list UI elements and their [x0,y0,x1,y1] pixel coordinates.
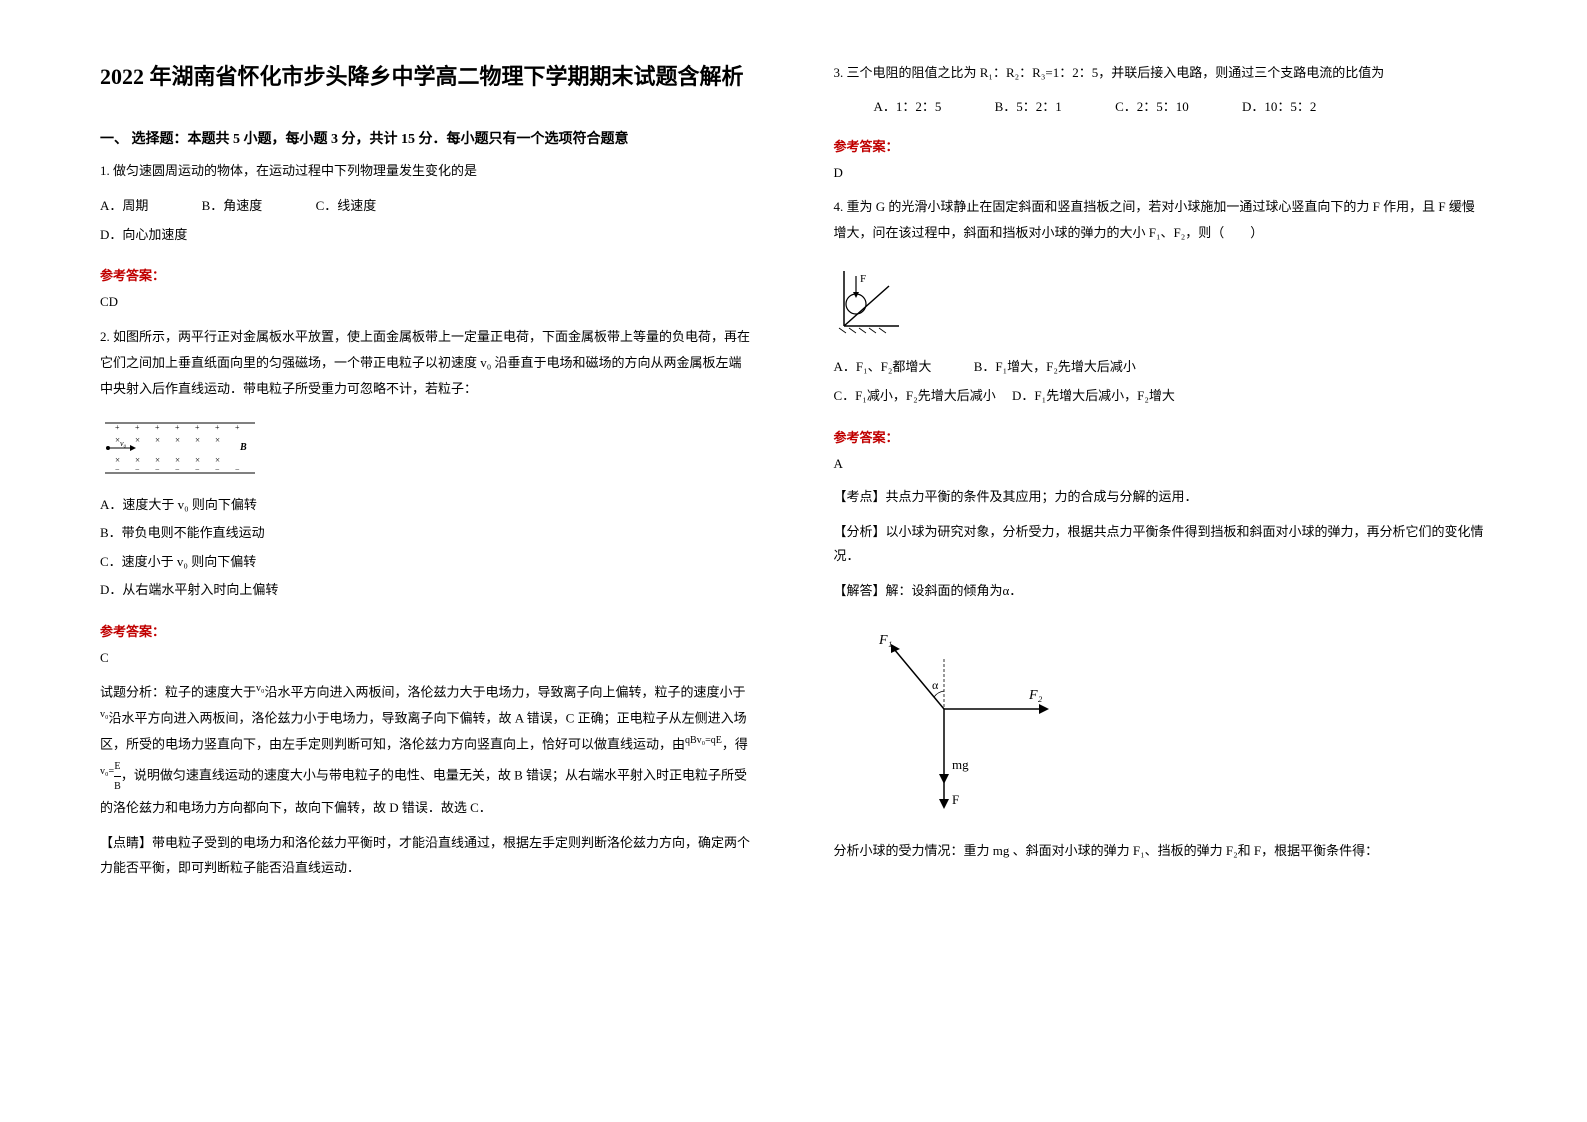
svg-text:−: − [155,465,160,474]
q4-option-a: A．F₁、F₂都增大 [834,359,932,374]
document-title: 2022 年湖南省怀化市步头降乡中学高二物理下学期期末试题含解析 [100,60,754,93]
question-2-options: A．速度大于 v₀ 则向下偏转 B．带负电则不能作直线运动 C．速度小于 v₀ … [100,491,754,605]
incline-ball-diagram: F [834,266,914,336]
question-1-text: 1. 做匀速圆周运动的物体，在运动过程中下列物理量发生变化的是 [100,158,754,184]
q2-option-b: B．带负电则不能作直线运动 [100,519,754,548]
answer-label-4: 参考答案： [834,427,1488,446]
section-1-header: 一、 选择题：本题共 5 小题，每小题 3 分，共计 15 分．每小题只有一个选… [100,128,754,148]
svg-text:−: − [115,465,120,474]
svg-text:+: + [235,423,240,432]
formula-v0-eq: v₀= [100,767,114,778]
formula-qbv: qBv₀=qE [685,735,722,746]
svg-text:×: × [135,455,140,465]
v0-sup-2: v₀ [100,709,109,720]
label-F2: F₂ [1028,688,1043,703]
left-column: 2022 年湖南省怀化市步头降乡中学高二物理下学期期末试题含解析 一、 选择题：… [100,60,754,1062]
question-2-text: 2. 如图所示，两平行正对金属板水平放置，使上面金属板带上一定量正电荷，下面金属… [100,324,754,402]
svg-text:×: × [215,435,220,445]
svg-text:×: × [135,435,140,445]
q3-option-a: A．1：2：5 [874,94,942,120]
svg-text:×: × [215,455,220,465]
q2-analysis-part5: ，说明做匀速直线运动的速度大小与带电粒子的电性、电量无关，故 B 错误；从右端水… [100,768,747,816]
answer-label-1: 参考答案： [100,265,754,284]
svg-text:v₀: v₀ [120,439,127,448]
q4-option-b: B．F₁增大，F₂先增大后减小 [974,359,1136,374]
label-mg: mg [952,757,969,772]
question-3-options: A．1：2：5 B．5：2：1 C．2：5：10 D．10：5：2 [834,94,1488,120]
svg-text:×: × [155,435,160,445]
svg-text:−: − [215,465,220,474]
q2-diagram: +++++++ ×××××× v₀ B ×××××× −−−−−−− [100,418,754,483]
svg-text:−: − [175,465,180,474]
svg-text:×: × [195,435,200,445]
q1-option-d: D．向心加速度 [100,227,187,242]
parallel-plates-diagram: +++++++ ×××××× v₀ B ×××××× −−−−−−− [100,418,260,478]
right-column: 3. 三个电阻的阻值之比为 R₁：R₂：R₃=1：2：5，并联后接入电路，则通过… [834,60,1488,1062]
q2-analysis-part4: ，得 [722,737,748,752]
svg-text:B: B [239,442,247,453]
svg-text:×: × [155,455,160,465]
frac-den: B [114,776,121,796]
q4-solution-start: 【解答】解：设斜面的倾角为α． [834,579,1488,604]
q2-option-c: C．速度小于 v₀ 则向下偏转 [100,548,754,577]
svg-text:+: + [115,423,120,432]
svg-text:×: × [175,455,180,465]
q1-answer: CD [100,290,754,313]
label-F1: F₁ [878,633,892,648]
q4-solution-end: 分析小球的受力情况：重力 mg 、斜面对小球的弹力 F₁、挡板的弹力 F₂和 F… [834,839,1488,864]
q3-option-b: B．5：2：1 [995,94,1062,120]
svg-text:−: − [235,465,240,474]
q4-force-diagram: F₁ F₂ mg F α [874,629,1488,824]
force-analysis-diagram: F₁ F₂ mg F α [874,629,1094,819]
q4-option-d: D．F₁先增大后减小，F₂增大 [1012,388,1175,403]
svg-text:+: + [175,423,180,432]
svg-text:×: × [195,455,200,465]
q4-exam-point: 【考点】共点力平衡的条件及其应用；力的合成与分解的运用． [834,485,1488,510]
q2-analysis-part3: 沿水平方向进入两板间，洛伦兹力小于电场力，导致离子向下偏转，故 A 错误，C 正… [100,711,747,752]
q2-analysis-part1: 试题分析：粒子的速度大于 [100,685,256,700]
q4-analysis: 【分析】以小球为研究对象，分析受力，根据共点力平衡条件得到挡板和斜面对小球的弹力… [834,520,1488,569]
q2-tip: 【点睛】带电粒子受到的电场力和洛伦兹力平衡时，才能沿直线通过，根据左手定则判断洛… [100,831,754,880]
fraction-EB: EB [114,757,121,796]
q1-option-b: B．角速度 [202,192,263,221]
answer-label-2: 参考答案： [100,621,754,640]
label-F: F [952,792,959,807]
q3-answer: D [834,161,1488,184]
q1-option-c: C．线速度 [316,192,377,221]
q2-analysis: 试题分析：粒子的速度大于v₀沿水平方向进入两板间，洛伦兹力大于电场力，导致离子向… [100,679,754,821]
question-1-options: A．周期 B．角速度 C．线速度 D．向心加速度 [100,192,754,249]
svg-text:+: + [135,423,140,432]
svg-text:−: − [195,465,200,474]
v0-sup-1: v₀ [256,683,265,694]
svg-text:×: × [115,455,120,465]
svg-text:×: × [175,435,180,445]
svg-text:+: + [215,423,220,432]
svg-text:+: + [155,423,160,432]
q1-option-a: A．周期 [100,192,148,221]
question-3-text: 3. 三个电阻的阻值之比为 R₁：R₂：R₃=1：2：5，并联后接入电路，则通过… [834,60,1488,86]
q2-option-a: A．速度大于 v₀ 则向下偏转 [100,491,754,520]
q3-option-d: D．10：5：2 [1242,94,1316,120]
label-alpha: α [932,678,939,692]
q2-option-d: D．从右端水平射入时向上偏转 [100,576,754,605]
svg-text:+: + [195,423,200,432]
q4-answer: A [834,452,1488,475]
question-4-text: 4. 重为 G 的光滑小球静止在固定斜面和竖直挡板之间，若对小球施加一通过球心竖… [834,194,1488,246]
svg-text:F: F [860,273,866,285]
q4-diagram-1: F [834,266,1488,341]
q3-option-c: C．2：5：10 [1115,94,1189,120]
q2-analysis-part2: 沿水平方向进入两板间，洛伦兹力大于电场力，导致离子向上偏转，粒子的速度小于 [265,685,746,700]
q2-answer: C [100,646,754,669]
svg-text:−: − [135,465,140,474]
question-4-options: A．F₁、F₂都增大 B．F₁增大，F₂先增大后减小 C．F₁减小，F₂先增大后… [834,353,1488,410]
frac-num: E [114,761,120,772]
q4-option-c: C．F₁减小，F₂先增大后减小 [834,388,996,403]
answer-label-3: 参考答案： [834,136,1488,155]
